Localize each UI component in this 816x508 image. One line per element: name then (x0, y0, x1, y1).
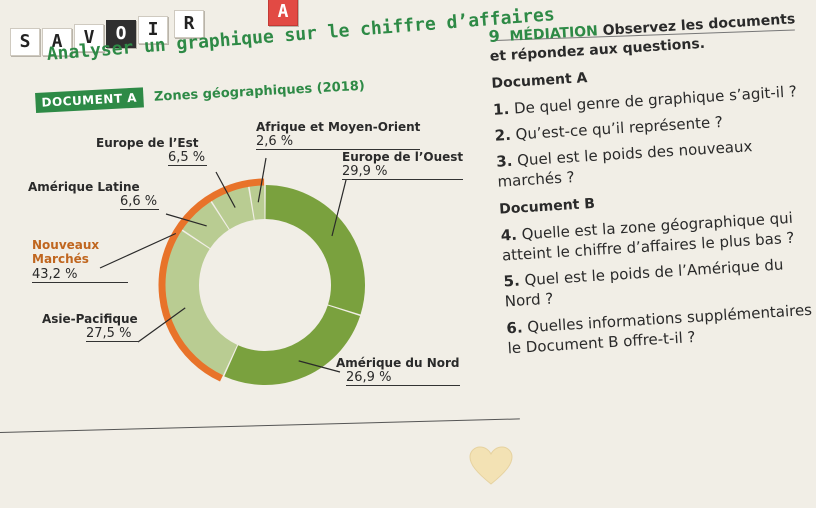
document-a-caption: Zones géographiques (2018) (153, 78, 366, 105)
corner-tile: A (268, 0, 298, 26)
exercise-number: 9 (488, 26, 501, 46)
label-amerique-latine: Amérique Latine 6,6 % (28, 180, 160, 210)
question-text: Quel est le poids des nouveaux marchés ? (496, 137, 753, 192)
label-asie-pacifique: Asie-Pacifique 27,5 % (42, 312, 138, 342)
tile-letter: V (74, 24, 104, 52)
label-nouveaux-marches-value: 43,2 % (32, 267, 128, 284)
label-asie-pacifique-value: 27,5 % (86, 326, 138, 342)
tile-letter: I (138, 16, 168, 44)
donut-segment (264, 185, 365, 315)
donut-segment (211, 186, 255, 230)
label-amerique-nord: Amérique du Nord 26,9 % (336, 356, 460, 386)
leader-line (137, 307, 186, 343)
label-europe-ouest: Europe de l’Ouest 29,9 % (342, 150, 464, 180)
leader-line (298, 360, 341, 373)
label-europe-ouest-value: 29,9 % (342, 164, 464, 180)
question-number: 4. (500, 225, 518, 245)
label-europe-est: Europe de l’Est 6,5 % (96, 136, 208, 166)
tile-letter: S (10, 28, 40, 56)
question-number: 1. (492, 99, 510, 119)
leader-line (331, 179, 347, 237)
questions-column: 9 MÉDIATION Observez les documents et ré… (488, 6, 816, 505)
document-a-header: DOCUMENT A Zones géographiques (2018) (35, 75, 365, 113)
label-europe-ouest-name: Europe de l’Ouest (342, 150, 464, 164)
question-number: 2. (494, 125, 512, 145)
label-afrique-value: 2,6 % (256, 134, 421, 150)
tile-letter: O (106, 20, 136, 48)
tile-letter: R (174, 10, 204, 38)
leader-line (257, 157, 267, 203)
heart-icon (469, 446, 513, 485)
question-number: 6. (505, 318, 524, 337)
question-number: 3. (495, 151, 513, 171)
exercise-label: MÉDIATION (509, 23, 599, 45)
leader-line (165, 213, 207, 227)
question-number: 5. (503, 271, 521, 291)
donut-chart: Europe de l’Est 6,5 % Afrique et Moyen-O… (20, 110, 500, 440)
leader-line (215, 171, 236, 208)
question-text: Quel est le poids de l’Amérique du Nord … (504, 255, 784, 311)
leader-line (99, 232, 177, 269)
question-text: Qu’est-ce qu’il représente ? (515, 112, 724, 144)
label-asie-pacifique-name: Asie-Pacifique (42, 312, 138, 326)
label-afrique: Afrique et Moyen-Orient 2,6 % (256, 120, 421, 150)
label-amerique-latine-value: 6,6 % (120, 194, 160, 210)
label-europe-est-name: Europe de l’Est (96, 136, 199, 150)
tile-letter: A (42, 28, 72, 56)
emerging-markets-band (158, 178, 265, 382)
donut-segment (249, 185, 265, 220)
donut-chart-svg (99, 157, 365, 385)
label-nouveaux-marches-name: Nouveaux Marchés (32, 238, 100, 267)
donut-segment (182, 201, 230, 249)
label-amerique-latine-name: Amérique Latine (28, 180, 140, 194)
label-nouveaux-marches: Nouveaux Marchés 43,2 % (32, 238, 128, 284)
label-afrique-name: Afrique et Moyen-Orient (256, 120, 421, 134)
donut-segment (165, 230, 238, 376)
donut-segment (224, 304, 361, 385)
label-amerique-nord-name: Amérique du Nord (336, 356, 460, 370)
label-amerique-nord-value: 26,9 % (346, 370, 460, 386)
label-europe-est-value: 6,5 % (168, 150, 208, 166)
